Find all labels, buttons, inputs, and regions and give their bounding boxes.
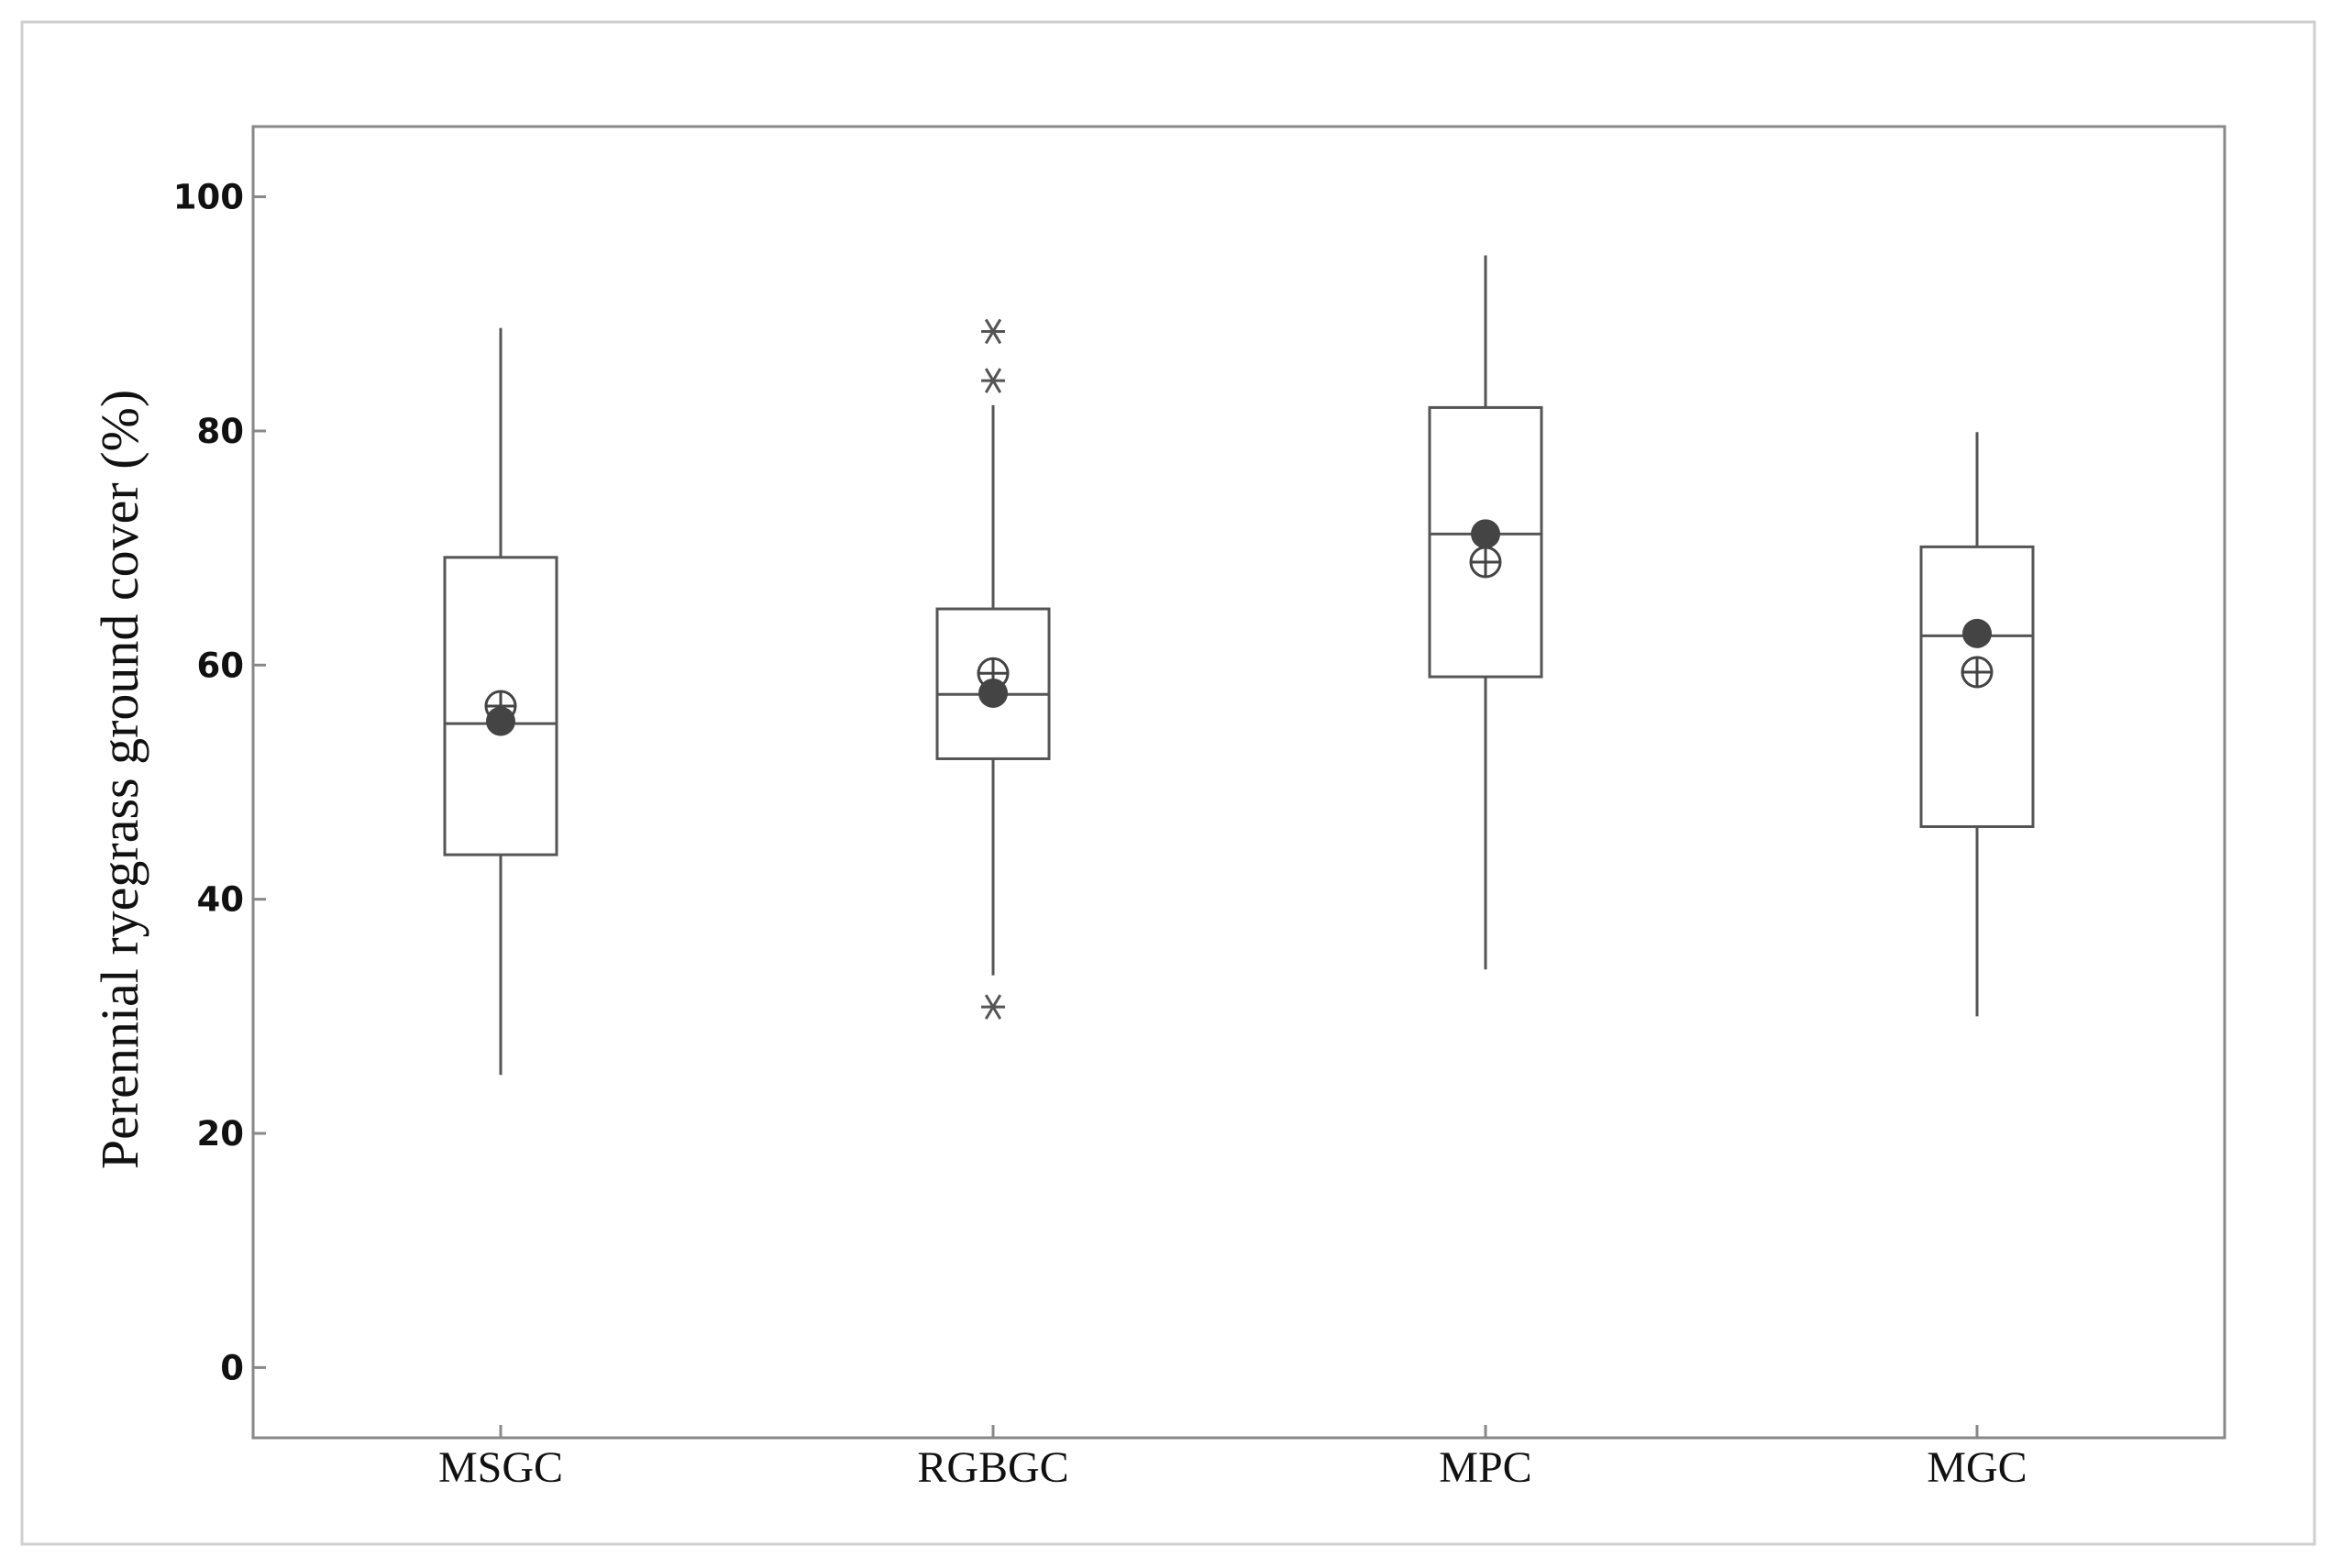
filled-mean-marker <box>1962 618 1992 648</box>
outlier-marker <box>981 994 1005 1020</box>
x-category-label: RGBGC <box>917 1443 1068 1492</box>
y-tick-label: 20 <box>197 1114 245 1154</box>
outlier-stroke <box>984 368 1002 393</box>
y-tick-label: 60 <box>197 646 245 685</box>
outlier-stroke <box>984 994 1002 1020</box>
y-tick-label: 80 <box>197 412 245 451</box>
x-category-label: MSGC <box>438 1443 563 1492</box>
open-mean-marker <box>1961 656 1994 689</box>
filled-mean-marker <box>486 706 515 736</box>
filled-mean-marker <box>978 678 1008 708</box>
outlier-marker <box>981 368 1005 393</box>
y-axis: 0 20 40 60 80 100 <box>173 178 266 1387</box>
box-series <box>443 255 2035 1076</box>
outlier-stroke <box>984 318 1002 345</box>
y-axis-title: Perennial ryegrass ground cover (%) <box>90 390 149 1169</box>
y-tick-label: 100 <box>173 178 244 217</box>
x-category-label: MPC <box>1439 1443 1531 1492</box>
box-group <box>1428 255 1543 970</box>
x-axis: MSGC RGBGC MPC MGC <box>438 1425 2027 1492</box>
box-group <box>1919 432 2035 1017</box>
box-group <box>935 318 1051 1020</box>
y-tick-label: 40 <box>197 880 245 920</box>
y-tick-label: 0 <box>220 1348 244 1387</box>
filled-mean-marker <box>1471 519 1500 549</box>
x-category-label: MGC <box>1927 1443 2027 1492</box>
outlier-marker <box>981 318 1005 345</box>
open-mean-marker <box>1469 546 1502 579</box>
plot-area-frame <box>251 125 2226 1440</box>
box-group <box>443 327 558 1076</box>
